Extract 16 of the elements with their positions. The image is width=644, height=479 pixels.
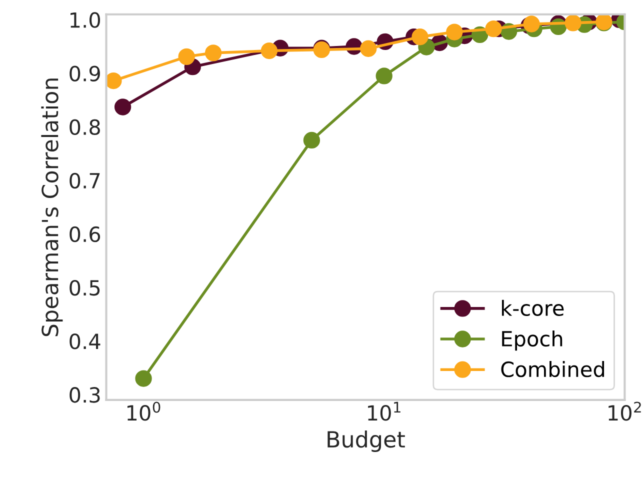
legend-label: Combined (501, 361, 604, 378)
y-tick-label: 0.6 (70, 226, 100, 242)
legend-label: Epoch (502, 330, 562, 351)
y-axis-title: Spearman's Correlation (41, 78, 63, 336)
y-tick-label: 0.7 (70, 172, 100, 189)
x-tick-label: 10$^{2}$ (608, 402, 641, 421)
y-tick-label: 0.8 (70, 119, 100, 136)
x-axis-title: Budget (328, 430, 405, 452)
y-tick-label: 0.4 (70, 334, 100, 350)
y-tick-label: 1.0 (70, 12, 100, 28)
legend-label: k-core (502, 300, 564, 316)
y-tick-label: 0.3 (70, 387, 100, 403)
y-tick-label: 0.5 (70, 280, 100, 296)
x-tick-label: 10$^{1}$ (368, 402, 400, 421)
y-tick-label: 0.9 (70, 66, 100, 82)
x-tick-label: 10$^{0}$ (127, 402, 160, 421)
